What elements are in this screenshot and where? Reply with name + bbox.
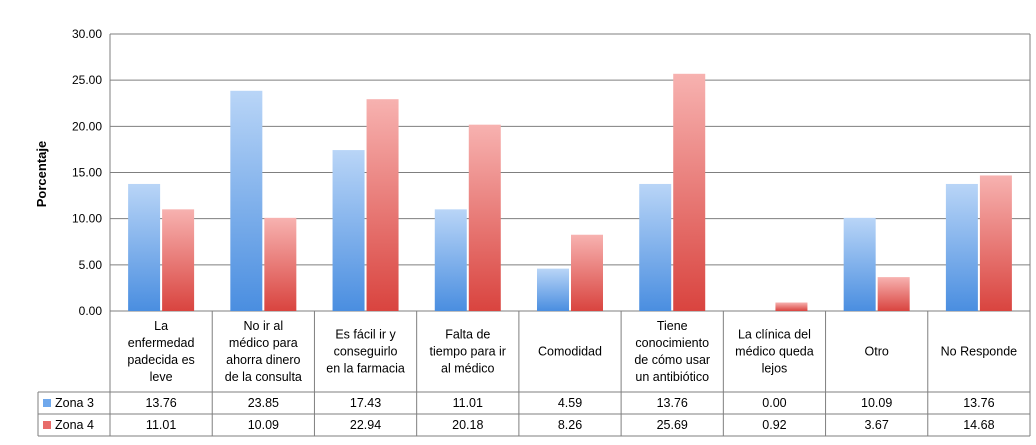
legend-key-zona-4	[43, 421, 51, 429]
y-tick-label: 25.00	[72, 73, 102, 87]
bar-zona-3	[230, 90, 263, 311]
legend-label: Zona 4	[55, 418, 94, 432]
y-axis-label: Porcentaje	[34, 141, 49, 207]
data-value-label: 0.92	[762, 418, 786, 432]
bar-zona-3	[537, 268, 569, 311]
data-value-label: 20.18	[452, 418, 483, 432]
bar-zona-3	[434, 209, 467, 311]
data-value-label: 10.09	[861, 396, 892, 410]
y-axis: 0.00 5.00 10.00 15.00 20.00 25.00 30.00	[72, 27, 102, 318]
bar-zona-3	[639, 183, 672, 311]
category-label: Otro	[865, 345, 889, 359]
data-value-label: 13.76	[145, 396, 176, 410]
y-tick-label: 0.00	[79, 304, 103, 318]
bar-zona-3	[945, 183, 978, 311]
bar-zona-4	[264, 217, 297, 311]
data-value-label: 22.94	[350, 418, 381, 432]
y-tick-label: 15.00	[72, 166, 102, 180]
legend-key-zona-3	[43, 399, 51, 407]
category-label: Es fácil ir y conseguirlo en la farmacia	[326, 328, 405, 376]
y-tick-label: 10.00	[72, 212, 102, 226]
bar-zona-4	[162, 209, 195, 311]
gridlines	[109, 33, 1031, 312]
y-tick-label: 20.00	[72, 119, 102, 133]
bar-zona-4	[979, 175, 1012, 311]
bar-zona-4	[877, 277, 910, 311]
bars	[128, 73, 1012, 312]
bar-zona-3	[128, 183, 161, 311]
data-table: La enfermedad padecida es leve No ir al médic…	[37, 311, 1031, 437]
data-value-label: 14.68	[963, 418, 994, 432]
bar-zona-4	[366, 99, 399, 311]
category-label: La clínica del médico queda lejos	[735, 328, 814, 376]
data-value-label: 3.67	[864, 418, 888, 432]
category-label: Tiene conocimiento de cómo usar un antibiót…	[634, 319, 710, 384]
data-value-label: 11.01	[146, 418, 176, 432]
data-value-label: 8.26	[558, 418, 582, 432]
category-label: Falta de tiempo para ir al médico	[430, 328, 506, 376]
category-label: La enfermedad padecida es leve	[127, 319, 194, 384]
category-label: No Responde	[941, 345, 1017, 359]
y-tick-label: 5.00	[79, 258, 103, 272]
bar-zona-4	[775, 302, 808, 311]
data-value-label: 4.59	[558, 396, 582, 410]
category-label: No ir al médico para ahorra dinero de la co…	[225, 319, 302, 384]
data-value-label: 11.01	[453, 396, 483, 410]
bar-zona-3	[843, 217, 876, 311]
legend-label: Zona 3	[55, 396, 94, 410]
bar-zona-4	[468, 124, 501, 312]
data-value-label: 0.00	[762, 396, 786, 410]
data-value-label: 17.43	[350, 396, 381, 410]
y-tick-label: 30.00	[72, 27, 102, 41]
data-value-label: 25.69	[657, 418, 688, 432]
data-value-label: 23.85	[248, 396, 279, 410]
category-label: Comodidad	[538, 345, 602, 359]
data-value-label: 13.76	[963, 396, 994, 410]
data-value-label: 13.76	[657, 396, 688, 410]
bar-zona-4	[673, 73, 706, 311]
data-value-label: 10.09	[248, 418, 279, 432]
bar-zona-3	[332, 150, 365, 311]
bar-zona-4	[571, 234, 603, 311]
